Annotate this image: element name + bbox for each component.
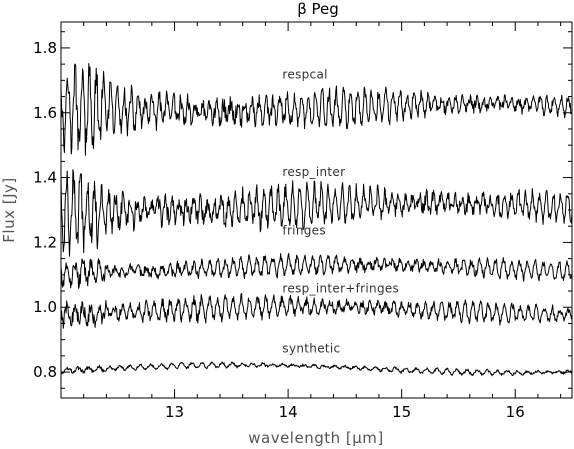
y-axis: 0.8 1.0 1.2 1.4 1.6 1.8 <box>33 31 572 389</box>
chart-title: β Peg <box>297 0 339 18</box>
series-label: synthetic <box>282 342 340 356</box>
series-line-resp-inter <box>60 169 573 257</box>
y-tick-label: 1.2 <box>33 233 57 251</box>
y-tick-label: 1.8 <box>33 39 57 57</box>
series-line-fringes <box>60 252 573 289</box>
series-label: resp_inter+fringes <box>282 282 399 296</box>
series-label: fringes <box>282 223 325 237</box>
x-tick-label: 15 <box>392 403 411 421</box>
series-line-resp-inter-fringes <box>60 292 573 329</box>
x-axis: 13 14 15 16 <box>83 22 562 421</box>
series-label: respcal <box>282 68 327 82</box>
y-tick-label: 1.6 <box>33 104 57 122</box>
x-tick-label: 13 <box>165 403 184 421</box>
x-tick-label: 14 <box>279 403 298 421</box>
y-tick-label: 1.4 <box>33 169 57 187</box>
x-tick-label: 16 <box>506 403 525 421</box>
x-axis-label: wavelength [μm] <box>248 429 384 447</box>
y-axis-label: Flux [Jy] <box>0 177 18 242</box>
series-line-respcal <box>60 63 572 156</box>
series-label: resp_inter <box>282 165 345 179</box>
series-line-synthetic <box>60 361 573 377</box>
y-tick-label: 0.8 <box>33 363 57 381</box>
y-tick-label: 1.0 <box>33 298 57 316</box>
